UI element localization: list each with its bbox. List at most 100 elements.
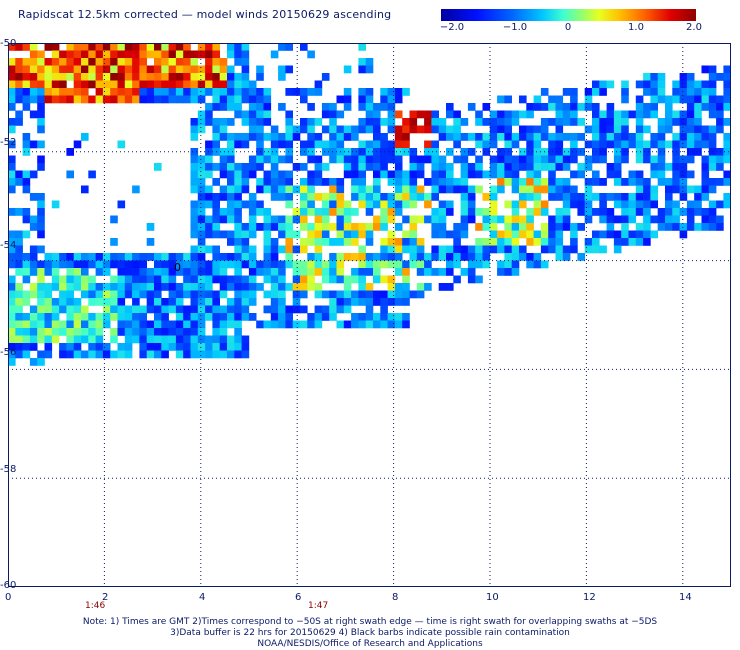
wind-cell	[146, 275, 155, 284]
wind-cell	[584, 88, 593, 96]
wind-cell	[81, 275, 89, 284]
wind-cell	[183, 65, 191, 74]
wind-cell	[22, 208, 31, 216]
wind-cell	[321, 223, 330, 231]
wind-cell	[453, 185, 461, 194]
wind-cell	[124, 290, 133, 299]
wind-cell	[37, 268, 45, 276]
wind-cell	[643, 238, 651, 246]
wind-cell	[227, 80, 235, 89]
wind-cell	[227, 148, 235, 156]
wind-cell	[358, 163, 366, 171]
wind-cell	[489, 133, 498, 141]
wind-cell	[219, 313, 228, 321]
wind-cell	[241, 110, 250, 119]
wind-cell	[219, 260, 228, 269]
wind-cell	[183, 350, 191, 359]
wind-cell	[197, 245, 206, 254]
wind-cell	[88, 43, 96, 51]
wind-cell	[628, 110, 637, 119]
wind-cell	[540, 238, 549, 246]
wind-cell	[212, 313, 220, 321]
wind-cell	[460, 223, 469, 231]
wind-cell	[117, 88, 126, 96]
wind-cell	[453, 245, 461, 254]
wind-cell	[599, 110, 607, 119]
wind-cell	[526, 193, 534, 201]
wind-cell	[285, 305, 293, 314]
wind-cell	[533, 238, 542, 246]
wind-cell	[621, 230, 629, 239]
wind-cell	[197, 80, 206, 89]
wind-cell	[701, 95, 710, 104]
wind-cell	[256, 178, 264, 186]
wind-cell	[365, 283, 374, 291]
wind-cell	[95, 43, 104, 51]
wind-cell	[300, 320, 308, 329]
wind-cell	[665, 140, 673, 149]
wind-cell	[548, 103, 556, 111]
wind-cell	[212, 43, 220, 51]
wind-cell	[292, 245, 301, 254]
wind-cell	[394, 95, 403, 104]
wind-cell	[190, 275, 199, 284]
wind-cell	[416, 215, 425, 224]
wind-cell	[256, 73, 264, 81]
wind-cell	[351, 298, 359, 306]
wind-cell	[263, 88, 272, 96]
wind-cell	[219, 193, 228, 201]
wind-cell	[29, 290, 38, 299]
wind-cell	[467, 163, 476, 171]
wind-cell	[15, 208, 23, 216]
wind-cell	[212, 73, 220, 81]
wind-cell	[146, 80, 155, 89]
wind-cell	[66, 88, 74, 96]
wind-cell	[716, 155, 724, 164]
wind-cell	[424, 268, 432, 276]
wind-cell	[212, 320, 220, 329]
wind-cell	[248, 95, 257, 104]
wind-cell	[621, 208, 629, 216]
wind-cell	[22, 148, 31, 156]
wind-cell	[175, 43, 184, 51]
wind-cell	[95, 290, 104, 299]
wind-cell	[665, 200, 673, 209]
wind-cell	[613, 118, 622, 126]
wind-cell	[380, 290, 388, 299]
time-label: 1:47	[308, 601, 329, 611]
wind-cell	[190, 178, 199, 186]
wind-cell	[263, 133, 272, 141]
wind-cell	[686, 148, 695, 156]
wind-cell	[37, 200, 45, 209]
wind-cell	[716, 178, 724, 186]
wind-cell	[175, 335, 184, 344]
wind-cell	[146, 253, 155, 261]
wind-cell	[197, 185, 206, 194]
wind-cell	[59, 305, 67, 314]
wind-cell	[278, 320, 286, 329]
wind-cell	[526, 155, 534, 164]
wind-cell	[234, 275, 242, 284]
wind-cell	[234, 268, 242, 276]
wind-cell	[241, 133, 250, 141]
wind-cell	[278, 283, 286, 291]
wind-cell	[540, 185, 549, 194]
wind-cell	[402, 320, 410, 329]
wind-cell	[475, 260, 483, 269]
wind-cell	[387, 178, 396, 186]
wind-cell	[95, 73, 104, 81]
wind-cell	[212, 253, 220, 261]
wind-cell	[15, 178, 23, 186]
wind-cell	[8, 305, 16, 314]
wind-cell	[446, 148, 454, 156]
wind-cell	[212, 140, 220, 149]
wind-cell	[219, 275, 228, 284]
wind-cell	[73, 343, 82, 351]
wind-cell	[416, 268, 425, 276]
wind-cell	[205, 268, 213, 276]
wind-cell	[577, 163, 585, 171]
wind-cell	[66, 65, 74, 74]
wind-cell	[570, 133, 578, 141]
wind-cell	[599, 88, 607, 96]
wind-cell	[358, 95, 366, 104]
